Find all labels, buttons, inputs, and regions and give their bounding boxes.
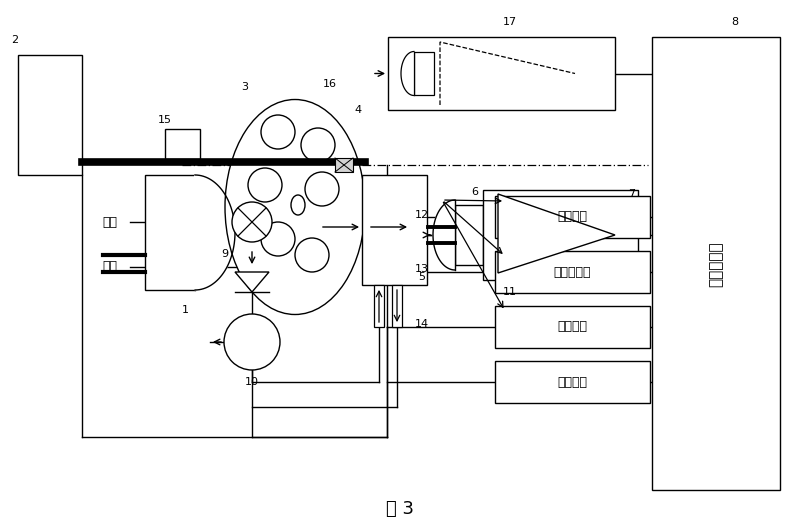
Text: 气泵控制: 气泵控制 [558,376,587,388]
Bar [392,285,402,327]
Text: 11: 11 [503,287,517,297]
Text: 电机控制: 电机控制 [558,210,587,223]
Text: 13: 13 [415,264,429,274]
Bar [495,196,650,238]
Text: 6: 6 [471,187,478,197]
Bar [483,190,638,280]
Circle shape [232,202,272,242]
Bar [652,37,780,490]
Bar [388,37,615,110]
Circle shape [295,238,329,272]
Text: 5: 5 [418,272,425,282]
Text: 病人: 病人 [102,260,118,274]
Circle shape [305,172,339,206]
Bar [335,158,353,172]
Text: 8: 8 [731,17,738,27]
Bar [362,175,427,285]
Bar [495,251,650,293]
Bar [414,52,434,95]
Ellipse shape [225,100,365,315]
Text: 图 3: 图 3 [386,500,414,518]
Text: 4: 4 [354,105,362,115]
Text: 2: 2 [11,35,18,45]
Text: 9: 9 [222,249,229,259]
Text: 15: 15 [158,115,172,125]
Text: 流速检测: 流速检测 [558,320,587,334]
Bar [495,361,650,403]
Polygon shape [401,52,414,95]
Polygon shape [433,200,455,270]
Text: 10: 10 [245,377,259,387]
Text: 大气: 大气 [102,216,118,229]
Polygon shape [498,194,615,273]
Text: 1: 1 [182,305,189,315]
Text: 14: 14 [415,319,429,329]
Bar [145,175,195,290]
Bar [165,129,200,159]
Text: 12: 12 [415,210,429,220]
Text: 7: 7 [628,189,635,199]
Circle shape [301,128,335,162]
Bar [374,285,384,327]
Bar [495,306,650,348]
Bar [18,55,82,175]
Bar [455,205,483,265]
Ellipse shape [291,195,305,215]
Circle shape [224,314,280,370]
Text: 16: 16 [323,79,337,89]
Circle shape [261,222,295,256]
Polygon shape [195,175,235,290]
Text: 单片机系统: 单片机系统 [709,241,723,287]
Circle shape [248,168,282,202]
Circle shape [261,115,295,149]
Polygon shape [235,272,269,292]
Text: 3: 3 [242,82,249,92]
Text: 17: 17 [503,17,517,27]
Text: 三通阀控制: 三通阀控制 [554,266,591,278]
